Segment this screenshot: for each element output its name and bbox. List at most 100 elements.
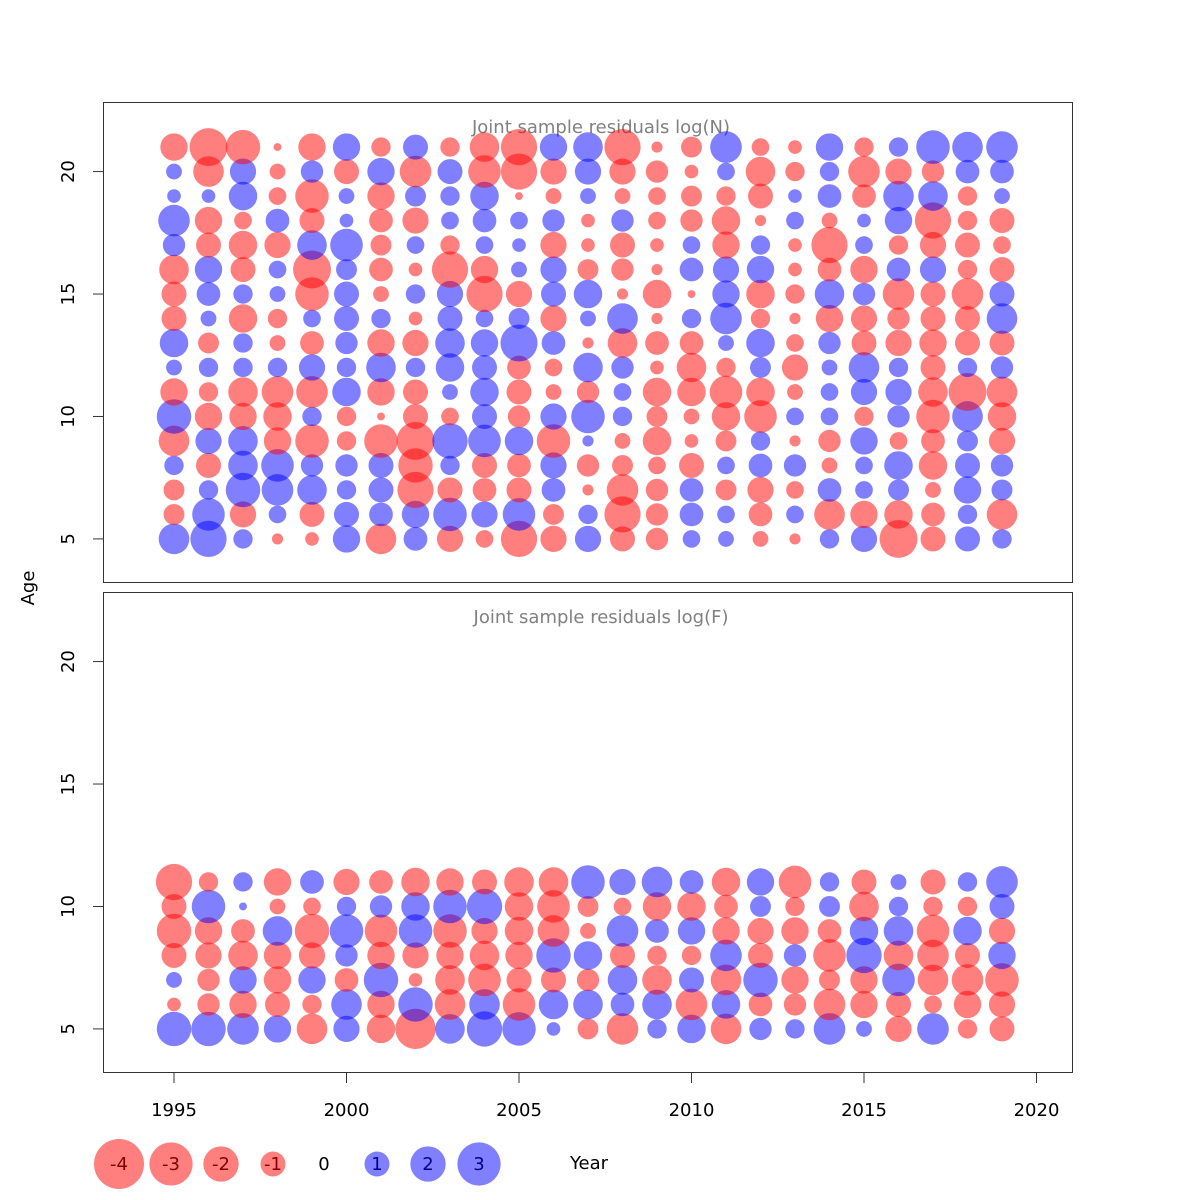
residual-bubble <box>610 992 635 1017</box>
x-axis: 1995 2000 2005 2010 2015 2020 <box>151 1072 1059 1121</box>
residual-bubble <box>883 940 914 971</box>
residual-bubble <box>333 868 360 896</box>
residual-bubble <box>294 913 330 949</box>
residual-bubble <box>500 520 538 558</box>
residual-bubble <box>711 867 741 897</box>
residual-bubble <box>408 262 423 277</box>
residual-bubble <box>505 941 533 970</box>
residual-bubble <box>540 256 567 283</box>
residual-bubble <box>335 331 358 355</box>
bubbles-bottom <box>155 863 1019 1050</box>
residual-bubble <box>957 430 978 452</box>
residual-bubble <box>957 210 978 231</box>
residual-bubble <box>166 972 182 988</box>
residual-bubble <box>611 258 634 281</box>
residual-bubble <box>367 157 395 186</box>
residual-bubble <box>789 435 801 447</box>
residual-bubble <box>883 916 914 946</box>
residual-bubble <box>511 261 527 278</box>
residual-bubble <box>642 989 672 1020</box>
x-axis-title: Year <box>569 1153 609 1174</box>
residual-bubble <box>475 530 494 548</box>
residual-bubble <box>403 403 428 429</box>
residual-bubble <box>717 456 735 475</box>
residual-bubble <box>952 131 983 163</box>
residual-bubble <box>680 209 703 232</box>
y-axis-top: 5 10 15 20 <box>58 160 104 545</box>
residual-bubble <box>783 993 807 1016</box>
residual-bubble <box>645 160 669 183</box>
y-tick-label: 5 <box>58 533 79 544</box>
residual-bubble <box>432 423 468 459</box>
residual-bubble <box>614 433 631 449</box>
residual-bubble <box>300 454 324 477</box>
residual-bubble <box>469 940 500 971</box>
residual-bubble <box>679 870 704 894</box>
residual-bubble <box>228 230 258 260</box>
residual-bubble <box>268 187 287 205</box>
residual-bubble <box>748 183 773 209</box>
residual-bubble <box>401 500 430 529</box>
residual-bubble <box>746 377 775 407</box>
residual-bubble <box>440 186 460 206</box>
residual-bubble <box>817 257 842 282</box>
residual-bubble <box>712 917 740 945</box>
residual-bubble <box>300 331 324 355</box>
y-tick-label: 10 <box>58 405 79 428</box>
residual-bubble <box>273 143 282 152</box>
residual-bubble <box>576 454 600 477</box>
panel-title-bottom: Joint sample residuals log(F) <box>473 607 729 628</box>
residual-bubble <box>818 429 841 453</box>
residual-bubble <box>195 942 222 969</box>
residual-bubble <box>748 992 773 1017</box>
residual-bubble <box>442 384 458 400</box>
residual-bubble <box>957 504 978 525</box>
residual-bubble <box>747 917 774 945</box>
residual-bubble <box>540 158 567 185</box>
residual-bubble <box>399 155 432 188</box>
residual-bubble <box>577 896 599 917</box>
residual-bubble <box>789 312 801 325</box>
residual-bubble <box>194 255 223 284</box>
residual-bubble <box>987 402 1017 431</box>
residual-bubble <box>988 941 1016 970</box>
residual-bubble <box>502 1012 536 1046</box>
residual-bubble <box>234 211 252 230</box>
residual-bubble <box>156 913 192 949</box>
residual-bubble <box>607 303 638 334</box>
residual-bubble <box>604 128 641 166</box>
residual-bubble <box>855 481 873 499</box>
residual-bubble <box>431 251 469 288</box>
residual-bubble <box>233 357 253 378</box>
residual-bubble <box>851 330 877 356</box>
residual-bubble <box>545 384 562 400</box>
residual-bubble <box>819 872 840 892</box>
residual-bubble <box>687 290 696 298</box>
residual-bubble <box>155 863 193 901</box>
residual-bubble <box>336 896 357 917</box>
residual-bubble <box>610 232 635 258</box>
residual-bubble <box>507 453 531 478</box>
residual-bubble <box>850 255 878 284</box>
residual-bubble <box>263 941 292 970</box>
residual-bubble <box>682 530 701 548</box>
residual-bubble <box>645 331 669 355</box>
residual-bubble <box>369 870 393 894</box>
residual-bubble <box>538 867 569 897</box>
residual-bubble <box>953 476 982 504</box>
residual-bubble <box>336 431 357 451</box>
residual-bubble <box>268 505 287 524</box>
residual-bubble <box>338 188 355 204</box>
residual-bubble <box>642 377 672 407</box>
residual-bubble <box>642 965 672 995</box>
residual-bubble <box>367 990 395 1019</box>
y-tick-label: 15 <box>58 773 79 796</box>
residual-bubble <box>229 158 257 185</box>
residual-bubble <box>433 497 467 532</box>
residual-bubble <box>988 917 1016 945</box>
residual-bubble <box>604 496 641 533</box>
residual-bubble <box>783 944 807 967</box>
residual-bubble <box>469 989 500 1020</box>
residual-bubble <box>398 914 433 948</box>
residual-bubble <box>679 502 704 527</box>
